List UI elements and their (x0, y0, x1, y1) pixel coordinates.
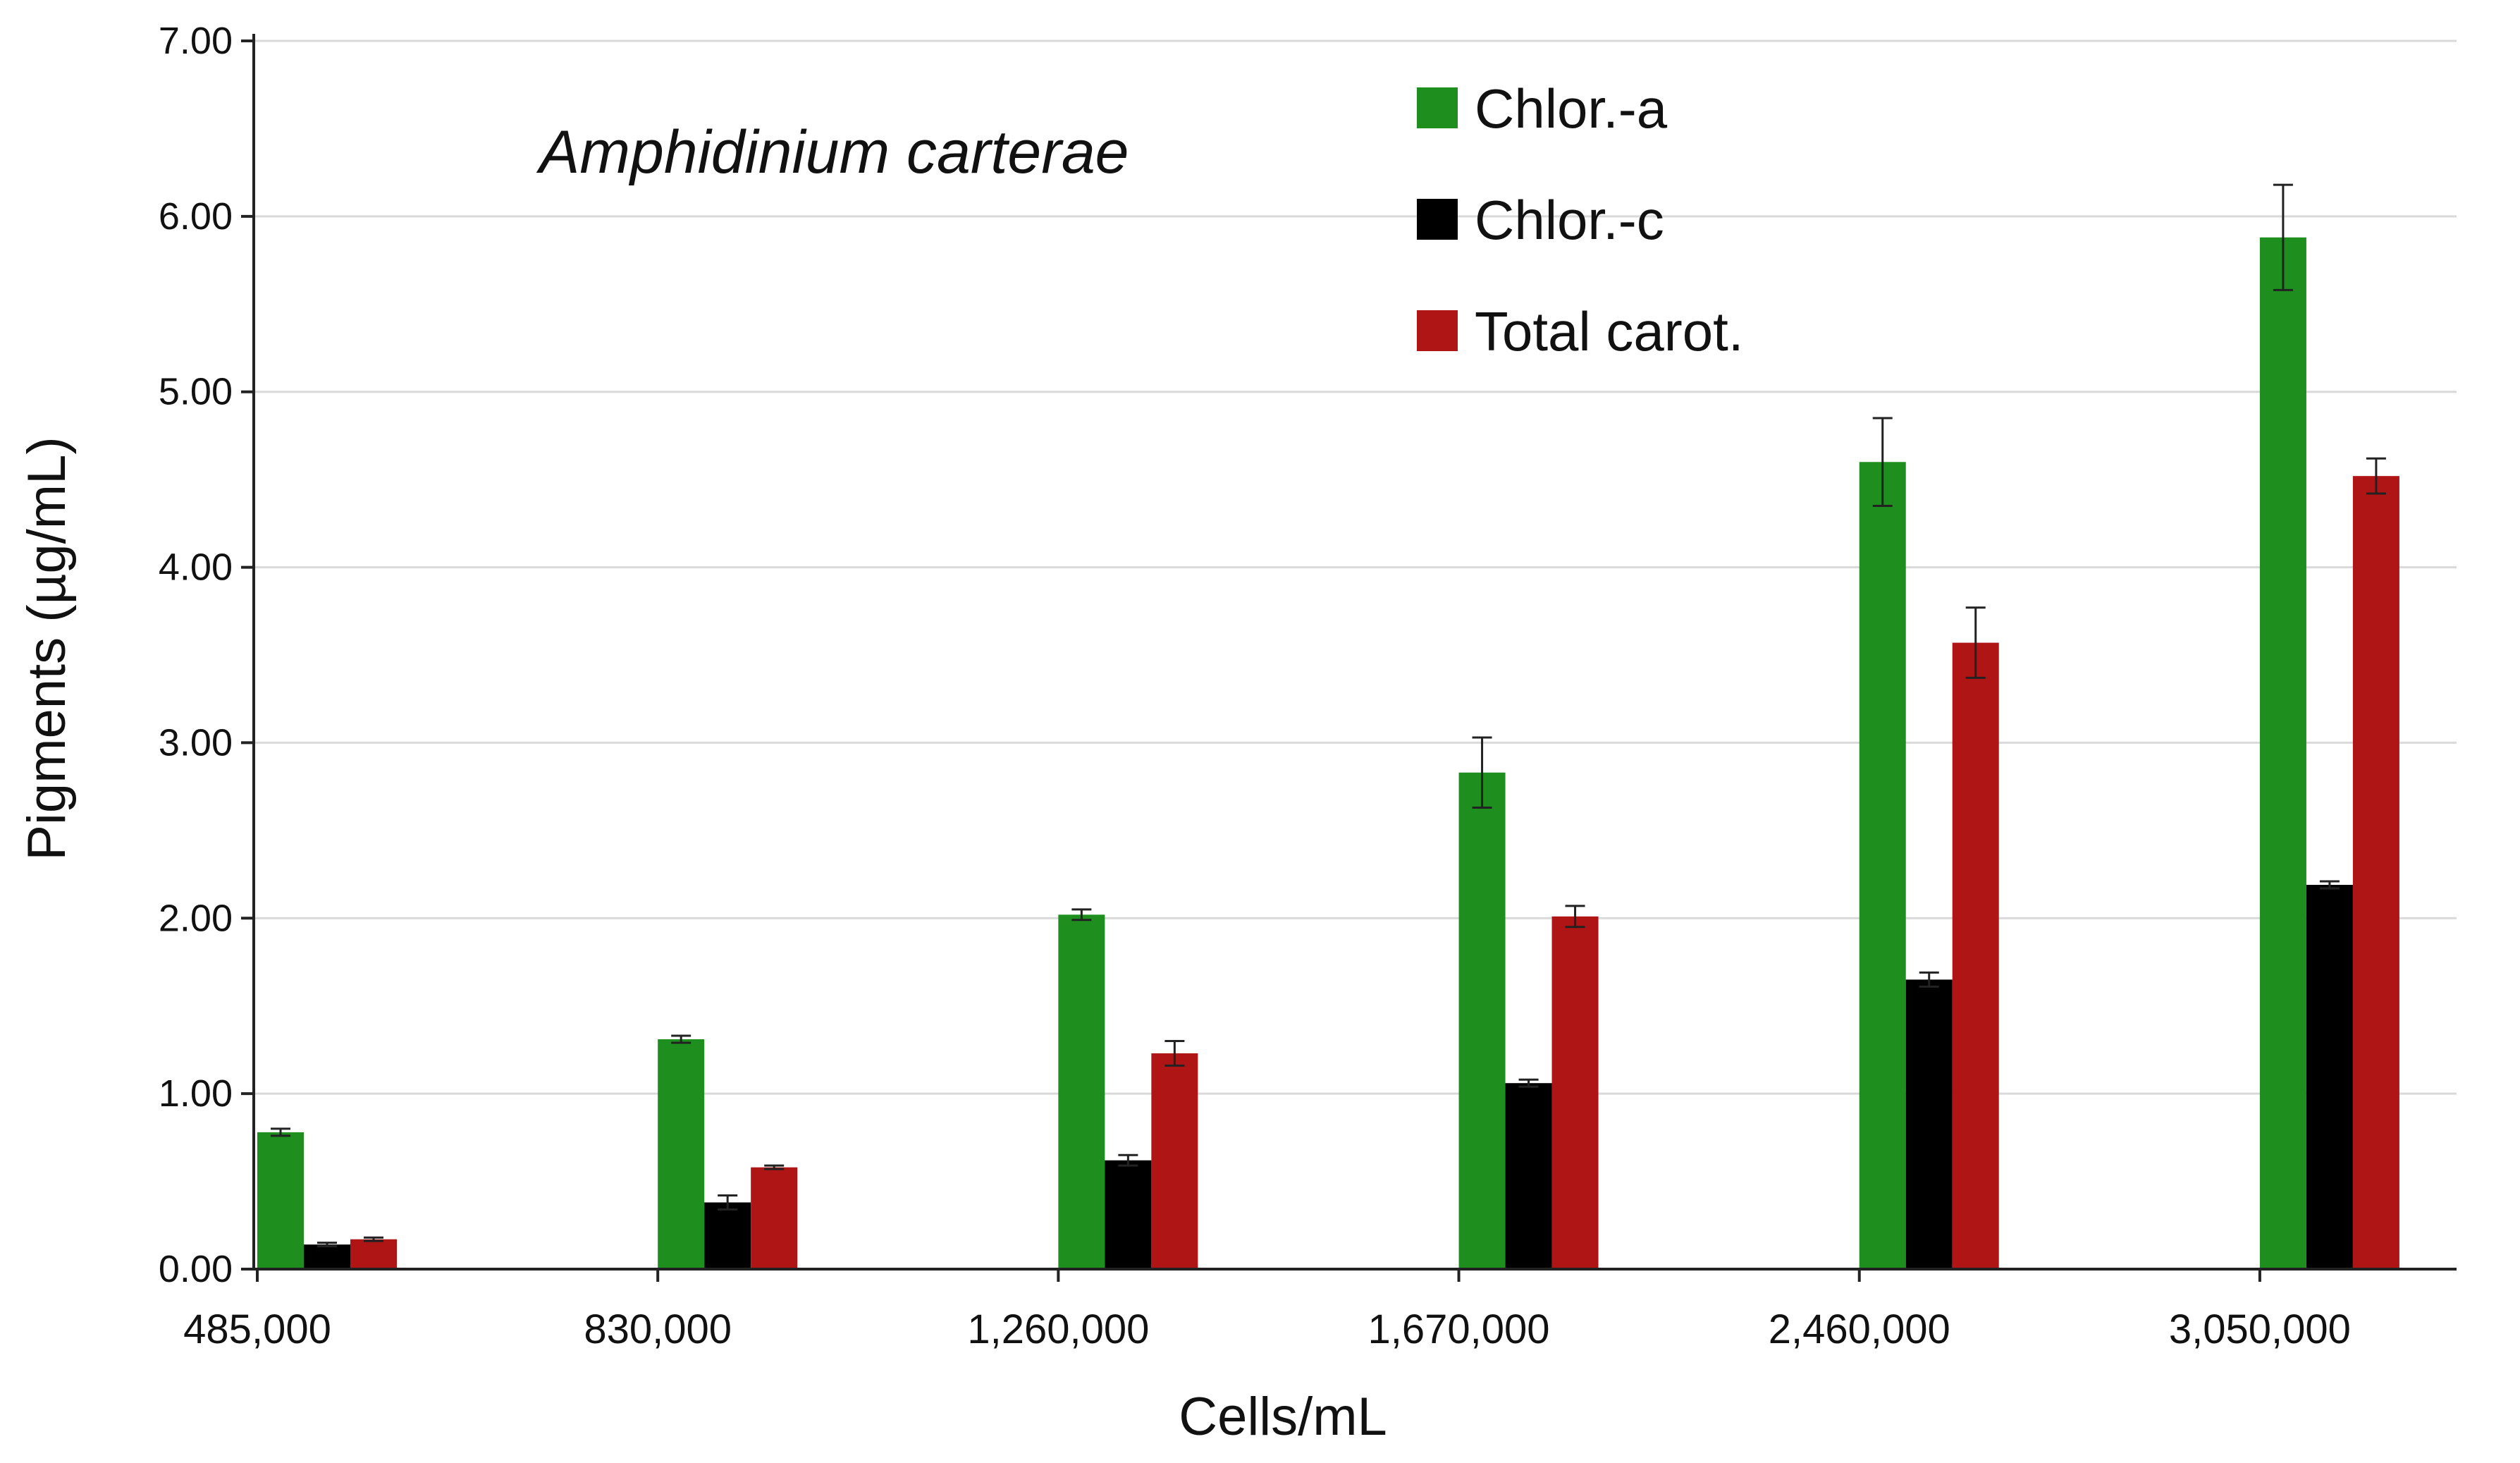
bar (257, 1132, 304, 1269)
bar (1905, 979, 1953, 1269)
bar (2306, 885, 2353, 1269)
legend-swatch (1417, 87, 1458, 128)
y-tick-label: 2.00 (159, 897, 233, 939)
bar (1551, 916, 1599, 1269)
x-tick-label: 485,000 (183, 1306, 331, 1352)
bar (350, 1239, 397, 1269)
bar (1859, 462, 1906, 1270)
tick-labels: 0.00 1.00 2.00 3.00 4.00 5.00 6.00 7.00 485,000 8… (159, 20, 2351, 1352)
error-bars (271, 183, 2386, 1248)
legend-swatch (1417, 199, 1458, 240)
legend-label: Chlor.-c (1475, 189, 1664, 251)
bar (1058, 914, 1105, 1269)
y-axis-title: Pigments (µg/mL) (17, 436, 77, 860)
bar (1458, 772, 1506, 1269)
y-tick-label: 3.00 (159, 721, 233, 764)
y-tick-label: 4.00 (159, 546, 233, 589)
x-tick-label: 3,050,000 (2169, 1306, 2351, 1352)
legend-label: Chlor.-a (1475, 78, 1668, 140)
x-tick-label: 830,000 (584, 1306, 732, 1352)
bar (704, 1202, 751, 1269)
y-tick-label: 1.00 (159, 1072, 233, 1115)
legend-swatch (1417, 310, 1458, 351)
bar (1105, 1160, 1152, 1269)
bar (2352, 476, 2399, 1269)
y-tick-label: 5.00 (159, 371, 233, 413)
bar (751, 1167, 798, 1269)
axes (241, 34, 2457, 1282)
bar (658, 1039, 705, 1269)
legend-label: Total carot. (1475, 300, 1744, 362)
y-tick-label: 6.00 (159, 195, 233, 238)
x-axis-title: Cells/mL (1179, 1387, 1387, 1447)
x-tick-label: 1,670,000 (1368, 1306, 1550, 1352)
x-tick-label: 1,260,000 (967, 1306, 1149, 1352)
y-tick-label: 7.00 (159, 20, 233, 62)
grid-lines (254, 39, 2457, 1095)
bar (1952, 642, 1999, 1269)
bar (2259, 237, 2306, 1270)
legend: Chlor.-a Chlor.-c Total carot. (1417, 78, 1744, 362)
chart-annotation: Amphidinium carterae (536, 118, 1129, 186)
bar (304, 1244, 350, 1269)
bar (1151, 1053, 1198, 1269)
y-tick-label: 0.00 (159, 1248, 233, 1290)
bar (1505, 1083, 1552, 1269)
bars (257, 237, 2399, 1270)
x-tick-label: 2,460,000 (1769, 1306, 1950, 1352)
